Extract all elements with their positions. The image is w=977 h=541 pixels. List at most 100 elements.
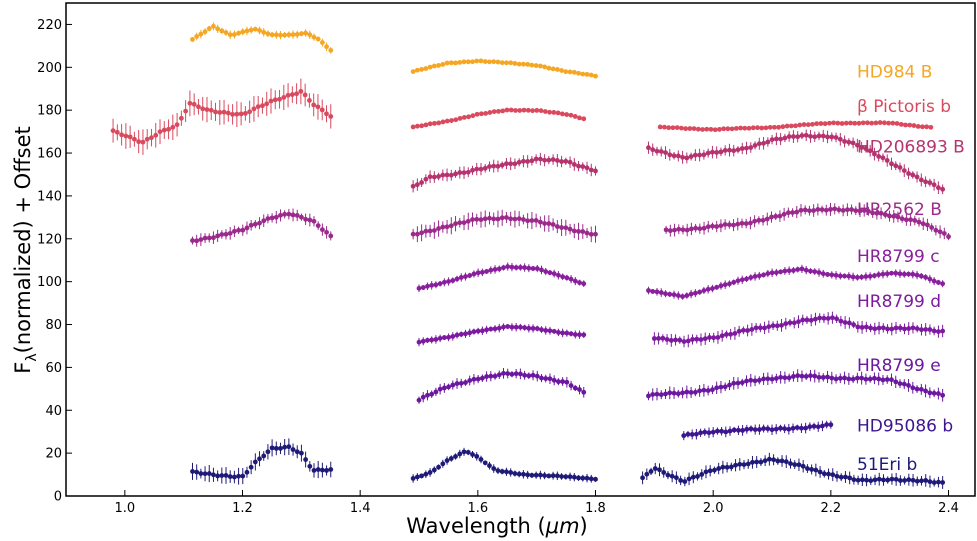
data-point bbox=[289, 92, 295, 97]
data-point bbox=[903, 217, 909, 223]
data-point bbox=[865, 120, 870, 126]
data-point bbox=[876, 325, 882, 331]
data-point bbox=[799, 133, 805, 138]
data-point bbox=[286, 32, 292, 38]
data-point bbox=[765, 139, 771, 145]
data-point bbox=[885, 326, 890, 332]
data-point bbox=[183, 108, 189, 114]
data-point bbox=[492, 373, 498, 379]
data-point bbox=[414, 123, 420, 129]
data-point bbox=[873, 120, 879, 126]
data-point bbox=[887, 213, 892, 219]
data-point bbox=[815, 424, 821, 430]
data-point bbox=[815, 207, 821, 212]
data-point bbox=[859, 375, 865, 381]
data-point bbox=[746, 125, 752, 131]
data-point bbox=[782, 426, 788, 432]
data-point bbox=[693, 225, 699, 231]
data-point bbox=[441, 279, 447, 285]
data-point bbox=[419, 473, 425, 479]
data-point bbox=[290, 212, 296, 218]
data-point bbox=[556, 329, 561, 335]
data-point bbox=[893, 325, 899, 331]
data-point bbox=[433, 337, 439, 342]
data-point bbox=[657, 467, 662, 473]
data-point bbox=[441, 385, 447, 391]
data-point bbox=[315, 104, 321, 110]
data-point bbox=[688, 291, 694, 297]
data-point bbox=[533, 156, 539, 162]
data-point bbox=[723, 429, 729, 435]
data-point bbox=[501, 324, 506, 330]
data-point bbox=[662, 124, 667, 130]
data-point bbox=[521, 158, 526, 164]
data-point bbox=[483, 111, 489, 116]
data-point bbox=[813, 467, 819, 473]
data-point bbox=[423, 176, 429, 182]
data-point bbox=[290, 447, 296, 452]
data-point bbox=[893, 379, 899, 385]
data-point bbox=[538, 108, 544, 114]
data-point bbox=[450, 333, 456, 339]
data-point bbox=[436, 464, 441, 470]
data-point bbox=[764, 216, 770, 222]
x-tick-label: 1.2 bbox=[232, 501, 253, 516]
data-point bbox=[444, 172, 450, 178]
data-point bbox=[658, 149, 664, 154]
data-point bbox=[248, 464, 254, 470]
data-point bbox=[766, 456, 772, 462]
data-point bbox=[584, 230, 590, 236]
data-point bbox=[525, 61, 531, 67]
series-8 bbox=[190, 438, 946, 489]
data-point bbox=[423, 122, 429, 128]
data-point bbox=[539, 327, 544, 333]
data-point bbox=[837, 375, 843, 381]
data-point bbox=[448, 60, 454, 66]
data-point bbox=[547, 328, 553, 334]
data-point bbox=[431, 63, 437, 69]
data-point bbox=[560, 379, 566, 384]
data-point bbox=[453, 117, 459, 123]
data-point bbox=[927, 327, 933, 332]
data-point bbox=[857, 208, 863, 214]
data-point bbox=[708, 126, 714, 132]
data-point bbox=[686, 476, 692, 482]
data-point bbox=[872, 477, 878, 483]
data-point bbox=[793, 123, 798, 129]
data-point bbox=[670, 125, 676, 131]
data-point bbox=[851, 322, 857, 328]
data-point bbox=[482, 216, 488, 222]
data-point bbox=[891, 213, 897, 219]
data-point bbox=[654, 289, 660, 295]
data-point bbox=[846, 273, 852, 279]
data-point bbox=[446, 279, 451, 284]
data-point bbox=[427, 470, 433, 475]
data-point bbox=[791, 267, 796, 273]
data-point bbox=[685, 338, 691, 344]
data-point bbox=[419, 123, 425, 129]
data-point bbox=[885, 477, 891, 483]
data-point bbox=[551, 377, 557, 383]
data-point bbox=[457, 60, 463, 65]
data-point bbox=[788, 123, 794, 129]
data-point bbox=[410, 231, 416, 237]
data-point bbox=[821, 315, 827, 321]
data-point bbox=[474, 58, 480, 64]
data-point bbox=[788, 461, 793, 466]
data-point bbox=[265, 31, 271, 37]
data-point bbox=[648, 469, 654, 474]
data-point bbox=[842, 273, 847, 279]
data-point bbox=[495, 163, 501, 169]
data-point bbox=[588, 231, 594, 237]
data-point bbox=[756, 217, 762, 223]
data-point bbox=[680, 294, 685, 299]
data-point bbox=[568, 331, 574, 337]
data-point bbox=[491, 163, 497, 169]
data-point bbox=[658, 290, 664, 295]
data-point bbox=[236, 473, 241, 479]
data-point bbox=[893, 476, 899, 482]
data-point bbox=[307, 32, 313, 38]
data-point bbox=[766, 324, 772, 330]
data-point bbox=[804, 317, 810, 323]
data-point bbox=[240, 227, 246, 233]
